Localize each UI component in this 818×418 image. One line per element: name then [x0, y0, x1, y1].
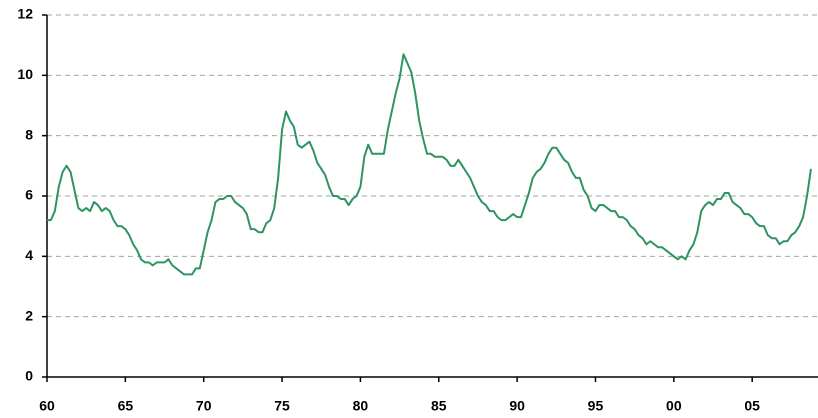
y-tick-label: 2 [25, 307, 33, 323]
x-tick-label: 80 [353, 398, 369, 414]
y-tick-label: 4 [25, 247, 33, 263]
x-tick-label: 60 [39, 398, 55, 414]
x-tick-label: 85 [431, 398, 447, 414]
y-tick-label: 6 [25, 187, 33, 203]
x-tick-label: 90 [509, 398, 525, 414]
data-line [47, 53, 812, 276]
x-tick-label: 95 [588, 398, 604, 414]
x-tick-label: 70 [196, 398, 212, 414]
y-tick-label: 12 [17, 6, 33, 22]
y-tick-label: 10 [17, 66, 33, 82]
x-tick-label: 65 [118, 398, 134, 414]
y-tick-label: 0 [25, 368, 33, 384]
y-tick-label: 8 [25, 126, 33, 142]
x-tick-label: 00 [666, 398, 682, 414]
x-tick-label: 75 [274, 398, 290, 414]
x-tick-label: 05 [744, 398, 760, 414]
